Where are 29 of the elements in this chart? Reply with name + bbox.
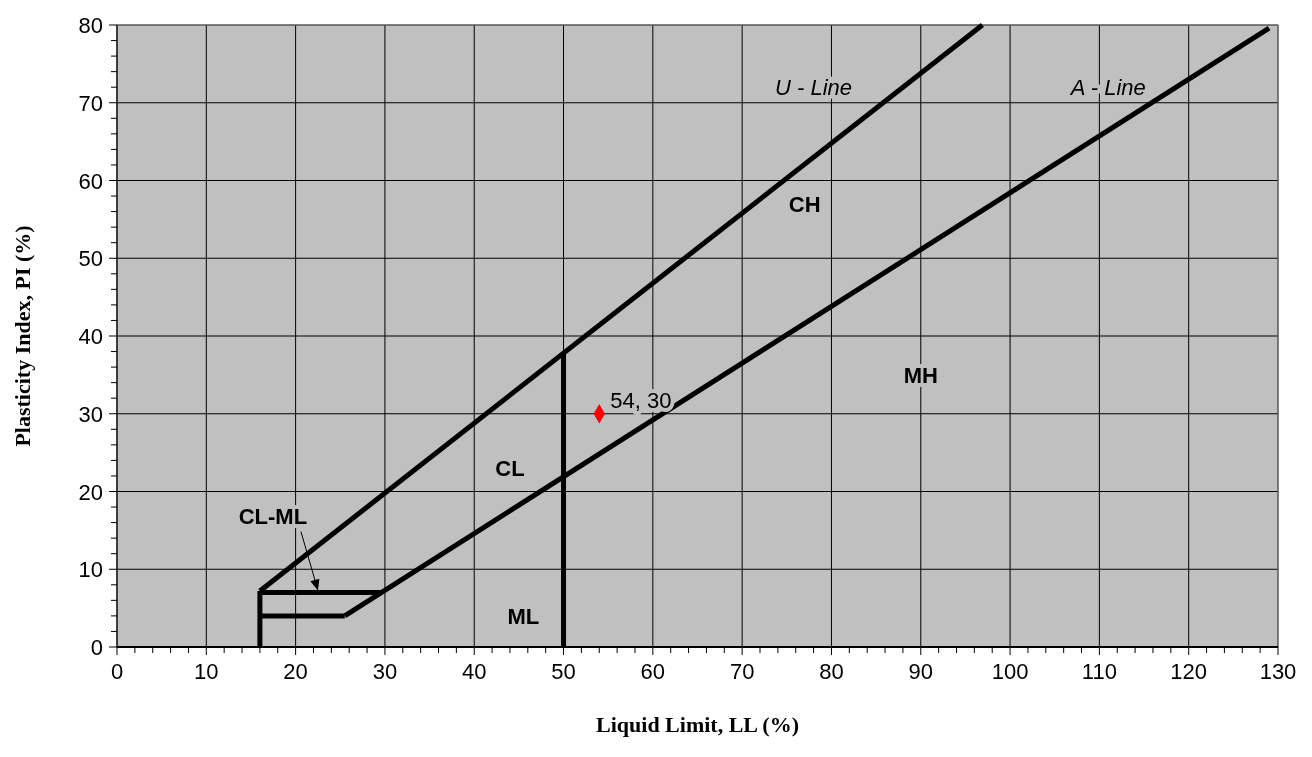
x-tick-label: 50 xyxy=(551,659,576,684)
y-axis-title: Plasticity Index, PI (%) xyxy=(10,225,35,447)
x-tick-label: 90 xyxy=(908,659,934,684)
x-tick-label: 70 xyxy=(729,659,755,684)
x-tick-label: 120 xyxy=(1170,659,1208,684)
x-tick-label: 0 xyxy=(110,659,124,684)
x-tick-label: 20 xyxy=(283,659,308,684)
x-tick-label: 30 xyxy=(372,659,398,684)
annotation: A - Line xyxy=(1068,74,1146,100)
y-tick-label: 30 xyxy=(78,401,103,427)
x-axis-title: Liquid Limit, LL (%) xyxy=(596,712,799,737)
x-tick-label: 40 xyxy=(461,659,487,684)
y-tick-label: 70 xyxy=(78,90,103,116)
x-tick-label: 130 xyxy=(1259,659,1297,684)
x-tick-label: 80 xyxy=(819,659,844,684)
annotation: ML xyxy=(507,603,540,629)
y-tick-label: 40 xyxy=(78,324,103,349)
x-tick-label: 10 xyxy=(194,659,219,684)
x-tick-label: 100 xyxy=(991,659,1029,684)
y-tick-label: 0 xyxy=(90,635,103,660)
y-tick-label: 20 xyxy=(78,479,103,505)
x-tick-label: 110 xyxy=(1081,659,1117,684)
y-tick-label: 60 xyxy=(78,168,103,194)
y-tick-label: 10 xyxy=(78,557,103,583)
annotation: CL xyxy=(495,455,525,481)
x-tick-label: 60 xyxy=(640,659,666,684)
y-tick-label: 80 xyxy=(78,13,103,38)
annotation: CH xyxy=(788,191,821,217)
y-tick-label: 50 xyxy=(78,246,103,272)
